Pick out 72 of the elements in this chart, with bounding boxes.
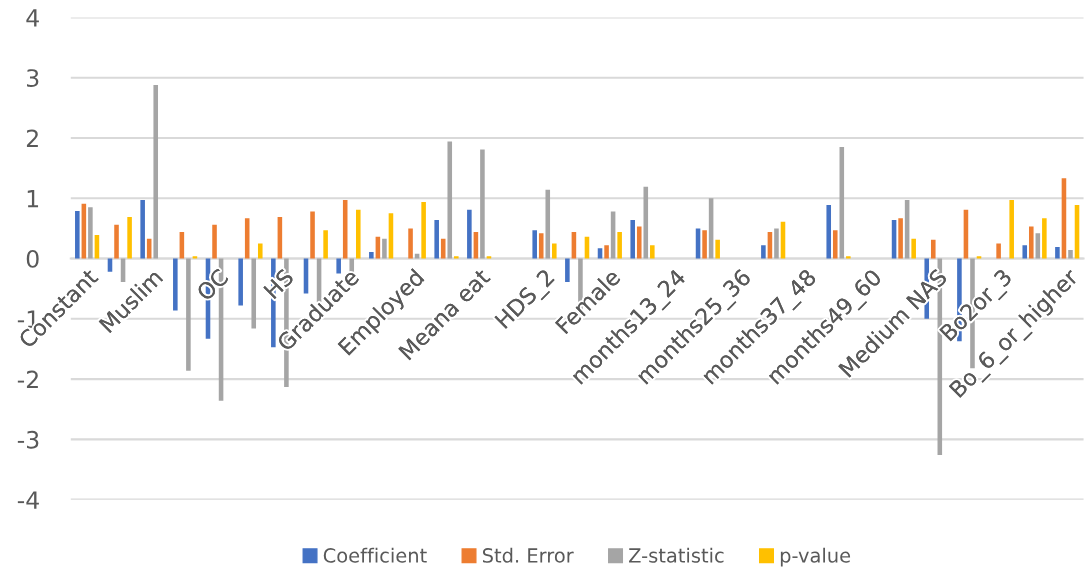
legend-label: p-value: [780, 547, 851, 567]
bar: [127, 216, 132, 259]
bar: [552, 243, 557, 259]
bar: [597, 248, 603, 259]
bar: [414, 253, 420, 259]
bar: [173, 258, 178, 311]
bar: [355, 209, 361, 259]
bar: [75, 210, 80, 259]
x-tick-label: OC: [195, 268, 230, 302]
bar: [369, 251, 374, 259]
bar: [114, 224, 119, 259]
bar: [604, 245, 609, 259]
bar: [1009, 200, 1014, 259]
bar: [636, 226, 642, 259]
y-tick-label: 3: [27, 69, 39, 88]
bar: [447, 141, 453, 259]
bar: [761, 245, 766, 259]
bar: [454, 256, 459, 259]
bar: [238, 258, 243, 306]
bar: [1035, 233, 1041, 259]
y-tick-label: -3: [17, 430, 39, 449]
bar: [650, 245, 655, 259]
bar: [251, 258, 257, 329]
bar: [774, 228, 779, 259]
bar: [480, 149, 485, 259]
bar: [846, 256, 851, 259]
bar: [911, 238, 916, 259]
bar: [310, 211, 315, 259]
bar: [212, 224, 217, 259]
y-tick-label: 4: [26, 9, 39, 27]
y-tick-label: -2: [17, 370, 38, 389]
bar: [140, 200, 145, 259]
y-tick-label: -4: [17, 491, 39, 509]
bar: [382, 238, 387, 259]
legend-label: Z-statistic: [629, 547, 724, 563]
bar: [257, 243, 263, 259]
legend-label: Std. Error: [482, 547, 574, 563]
bar: [440, 238, 446, 259]
bar: [408, 228, 413, 259]
bar: [1029, 226, 1034, 259]
bar: [976, 256, 982, 259]
bar: [715, 239, 720, 259]
y-tick-label: 2: [26, 129, 38, 147]
bar: [88, 207, 93, 259]
bar: [930, 239, 936, 259]
bar: [467, 209, 472, 259]
bar: [643, 186, 649, 259]
legend-label: Coefficient: [323, 547, 427, 563]
bar: [153, 84, 159, 259]
bar: [486, 256, 492, 259]
y-tick-label: 1: [27, 190, 39, 208]
bar: [617, 232, 622, 259]
bar: [421, 201, 426, 259]
bar: [702, 230, 707, 259]
bar: [192, 256, 198, 259]
bar: [545, 189, 551, 259]
bar: [832, 230, 838, 259]
bar: [323, 230, 328, 259]
bar: [630, 219, 635, 259]
bar: [186, 258, 191, 371]
bar: [826, 204, 832, 259]
bar: [996, 243, 1001, 259]
bar: [695, 228, 701, 259]
bar: [434, 219, 439, 259]
bar: [1022, 245, 1028, 259]
bar: [898, 218, 903, 259]
bar: [1042, 218, 1047, 259]
y-tick-label: 0: [26, 249, 39, 268]
bar: [1055, 247, 1060, 259]
bar: [538, 233, 544, 259]
bar: [1068, 250, 1073, 259]
bar: [532, 230, 537, 259]
